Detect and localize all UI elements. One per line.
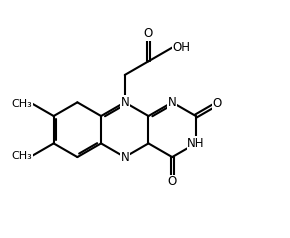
Text: CH₃: CH₃	[12, 151, 32, 161]
Text: NH: NH	[187, 137, 205, 150]
Text: CH₃: CH₃	[12, 99, 32, 109]
Text: N: N	[120, 96, 129, 109]
Text: OH: OH	[172, 41, 190, 54]
Text: O: O	[168, 175, 177, 188]
Text: N: N	[120, 151, 129, 164]
Text: N: N	[168, 96, 177, 109]
Text: O: O	[144, 27, 153, 40]
Text: O: O	[213, 97, 222, 110]
